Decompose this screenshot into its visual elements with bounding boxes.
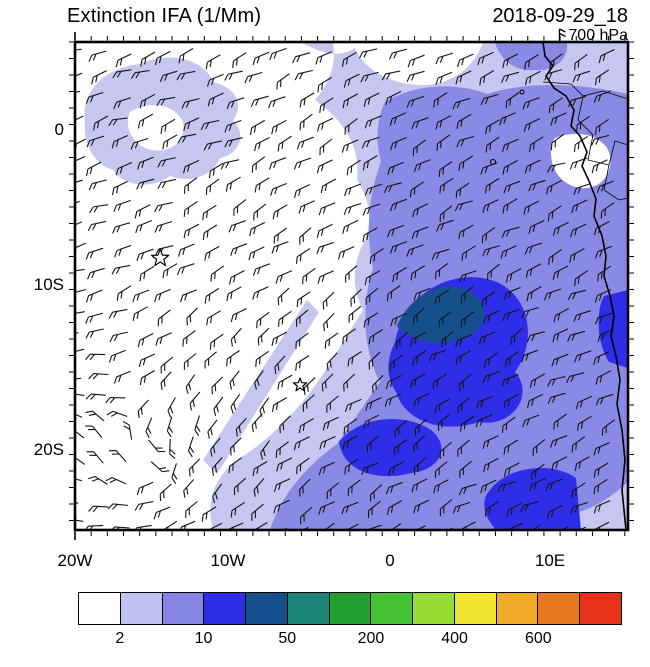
colorbar-cell — [246, 593, 288, 624]
plot-datetime: 2018-09-29_18 — [492, 5, 628, 27]
colorbar-cell — [204, 593, 247, 624]
colorbar-cell — [79, 593, 121, 624]
shade-hole-land — [551, 133, 611, 189]
pressure-level: 700 hPa — [556, 27, 628, 45]
y-tick-label-20s: 20S — [33, 440, 64, 459]
wind-barbs-layer — [75, 47, 616, 530]
colorbar-label: 400 — [441, 630, 468, 647]
country-border-2 — [577, 95, 628, 166]
colorbar-cell — [371, 593, 414, 624]
colorbar — [78, 592, 622, 625]
colorbar-cell — [120, 593, 163, 624]
colorbar-cell — [454, 593, 497, 624]
coastline — [542, 42, 627, 530]
map-plot — [69, 32, 634, 540]
colorbar-cell — [496, 593, 539, 624]
shade-region-mid-topright — [495, 42, 568, 71]
colorbar-cell — [287, 593, 330, 624]
colorbar-cell — [162, 593, 205, 624]
x-tick-label-10e: 10E — [534, 551, 566, 570]
shade-streak — [203, 300, 319, 474]
colorbar-cell — [580, 593, 621, 624]
colorbar-label: 10 — [194, 630, 213, 647]
x-tick-label-20w: 20W — [57, 551, 93, 570]
colorbar-labels: 2 10 50 200 400 600 — [78, 630, 622, 650]
colorbar-label: 200 — [357, 630, 385, 647]
markers-layer — [150, 248, 308, 392]
colorbar-label: 2 — [115, 630, 125, 647]
y-tick-label-0: 0 — [54, 120, 64, 139]
island-2 — [519, 89, 525, 95]
shading-layer — [84, 42, 628, 530]
country-border-3 — [603, 164, 628, 201]
y-tick-label-10s: 10S — [33, 275, 64, 294]
colorbar-label: 600 — [524, 630, 552, 647]
star-marker — [292, 377, 308, 392]
pressure-level-label: 700 hPa — [568, 27, 628, 44]
geography-layer — [490, 42, 628, 530]
colorbar-label: 50 — [278, 630, 297, 647]
colorbar-cell — [538, 593, 581, 624]
x-tick-label-10w: 10W — [210, 551, 246, 570]
map-frame — [73, 40, 630, 532]
plot-title: Extinction IFA (1/Mm) — [67, 5, 262, 27]
shade-region-dark-core — [397, 286, 485, 343]
colorbar-cell — [329, 593, 372, 624]
tick-marks — [69, 32, 634, 540]
star-marker — [150, 248, 170, 267]
x-tick-label-0: 0 — [385, 551, 395, 570]
colorbar-cell — [413, 593, 455, 624]
